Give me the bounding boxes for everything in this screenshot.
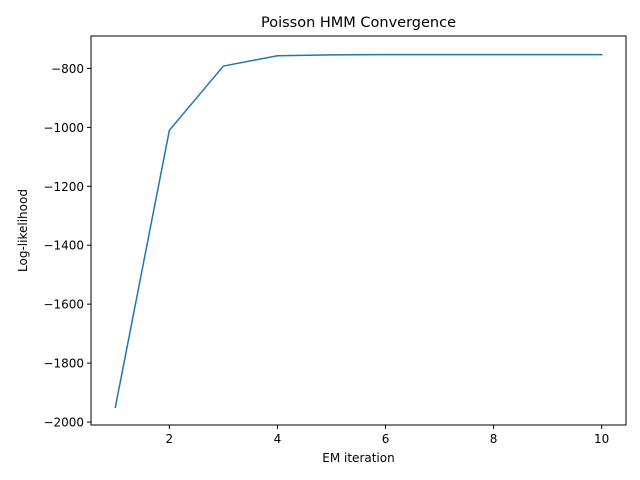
x-tick-label: 2 [166,432,174,446]
x-tick-label: 8 [490,432,498,446]
y-tick-label: −1000 [43,121,84,135]
chart-title: Poisson HMM Convergence [261,15,456,31]
x-axis-ticks: 2 4 6 8 10 [166,425,609,446]
y-tick-label: −1800 [43,357,84,371]
series-line [114,53,603,409]
x-tick-label: 10 [594,432,609,446]
x-axis-label: EM iteration [322,451,394,465]
y-axis-ticks: −2000 −1800 −1600 −1400 −1200 −1000 −800 [43,62,91,430]
plot-area [114,53,603,409]
y-tick-label: −2000 [43,416,84,430]
axes-frame [90,35,627,426]
y-tick-label: −1600 [43,298,84,312]
y-tick-label: −800 [51,62,84,76]
y-tick-label: −1200 [43,180,84,194]
x-tick-label: 4 [274,432,282,446]
x-tick-label: 6 [382,432,390,446]
y-tick-label: −1400 [43,239,84,253]
y-axis-label: Log-likelihood [16,189,30,272]
